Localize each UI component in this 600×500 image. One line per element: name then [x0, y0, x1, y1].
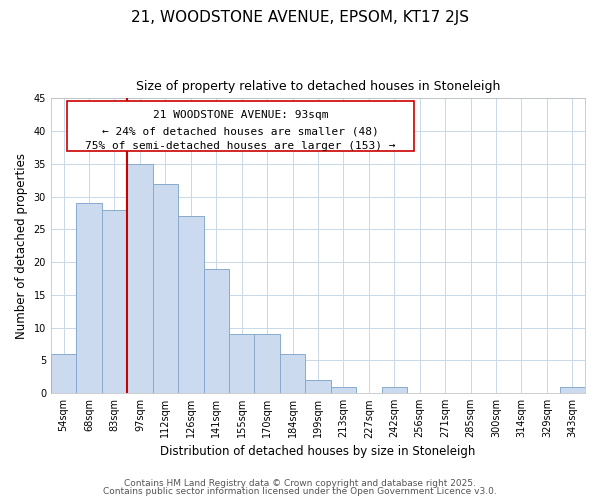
Text: Contains HM Land Registry data © Crown copyright and database right 2025.: Contains HM Land Registry data © Crown c…: [124, 478, 476, 488]
Text: 21, WOODSTONE AVENUE, EPSOM, KT17 2JS: 21, WOODSTONE AVENUE, EPSOM, KT17 2JS: [131, 10, 469, 25]
Bar: [127, 164, 152, 393]
Y-axis label: Number of detached properties: Number of detached properties: [15, 153, 28, 339]
Bar: [178, 216, 203, 393]
Bar: [254, 334, 280, 393]
Bar: [51, 354, 76, 393]
Bar: [102, 210, 127, 393]
Text: ← 24% of detached houses are smaller (48): ← 24% of detached houses are smaller (48…: [102, 126, 379, 136]
Bar: [331, 386, 356, 393]
Text: 75% of semi-detached houses are larger (153) →: 75% of semi-detached houses are larger (…: [85, 142, 396, 152]
Bar: [229, 334, 254, 393]
Bar: [382, 386, 407, 393]
Text: 21 WOODSTONE AVENUE: 93sqm: 21 WOODSTONE AVENUE: 93sqm: [153, 110, 328, 120]
Bar: [76, 203, 102, 393]
FancyBboxPatch shape: [67, 102, 414, 152]
Title: Size of property relative to detached houses in Stoneleigh: Size of property relative to detached ho…: [136, 80, 500, 93]
Bar: [152, 184, 178, 393]
Text: Contains public sector information licensed under the Open Government Licence v3: Contains public sector information licen…: [103, 487, 497, 496]
Bar: [280, 354, 305, 393]
Bar: [560, 386, 585, 393]
Bar: [203, 268, 229, 393]
X-axis label: Distribution of detached houses by size in Stoneleigh: Distribution of detached houses by size …: [160, 444, 476, 458]
Bar: [305, 380, 331, 393]
